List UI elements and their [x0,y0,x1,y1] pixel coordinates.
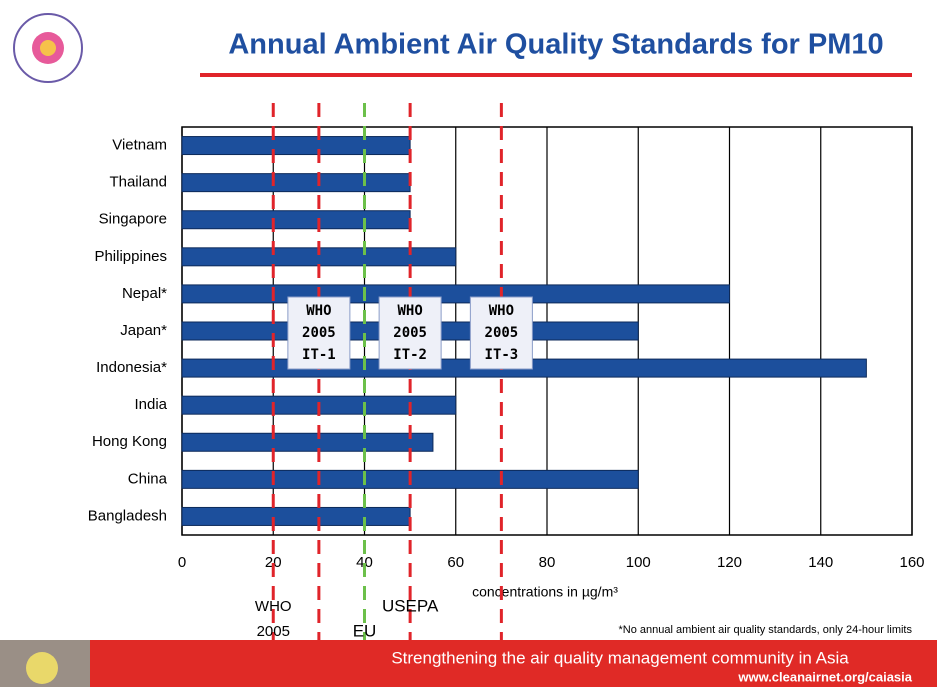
y-tick-label: Hong Kong [92,433,167,450]
banner-url: www.cleanairnet.org/caiasia [737,669,912,684]
x-tick-label: 160 [899,554,924,571]
bar [181,136,411,156]
y-tick-label: Bangladesh [88,507,167,524]
footnote: *No annual ambient air quality standards… [619,624,913,636]
annotation-box [287,296,351,370]
annotation-text: IT-2 [393,347,427,363]
annotation-text: WHO [306,303,331,319]
y-tick-label: Indonesia* [96,359,167,376]
annotation-box [469,296,533,370]
x-tick-label: 0 [178,554,186,571]
x-tick-label: 40 [356,554,373,571]
x-tick-label: 140 [808,554,833,571]
annotation-text: 2005 [393,325,427,341]
title-underline [200,73,912,77]
x-tick-label: 20 [265,554,282,571]
y-tick-label: Philippines [94,248,167,265]
annotation-text: WHO [489,303,514,319]
bar [181,173,411,193]
x-tick-label: 80 [539,554,556,571]
reference-label: EU [353,621,377,640]
y-tick-label: China [128,470,168,487]
x-tick-label: 60 [447,554,464,571]
y-tick-label: Vietnam [112,137,167,154]
reference-label: USEPA [382,596,439,615]
bar [181,432,434,452]
banner-text: Strengthening the air quality management… [391,648,849,667]
annotation-box [378,296,442,370]
y-tick-label: Singapore [99,211,167,228]
reference-label: 2005 [257,623,290,640]
reference-label: WHO [255,598,292,615]
x-tick-label: 120 [717,554,742,571]
y-tick-label: Thailand [109,174,167,191]
logo [13,13,83,83]
x-axis-label: concentrations in µg/m³ [472,584,618,600]
annotation-text: IT-1 [302,347,336,363]
annotation-text: WHO [397,303,422,319]
banner [90,640,937,687]
chart-title: Annual Ambient Air Quality Standards for… [228,29,883,61]
annotation-text: 2005 [302,325,336,341]
bar [181,284,730,304]
photo-mask [26,652,58,684]
bar [181,506,411,526]
y-tick-label: Japan* [120,322,167,339]
y-tick-label: Nepal* [122,285,167,302]
annotation-text: IT-3 [485,347,519,363]
x-tick-label: 100 [626,554,651,571]
annotation-text: 2005 [485,325,519,341]
bar [181,210,411,230]
y-tick-label: India [134,396,167,413]
